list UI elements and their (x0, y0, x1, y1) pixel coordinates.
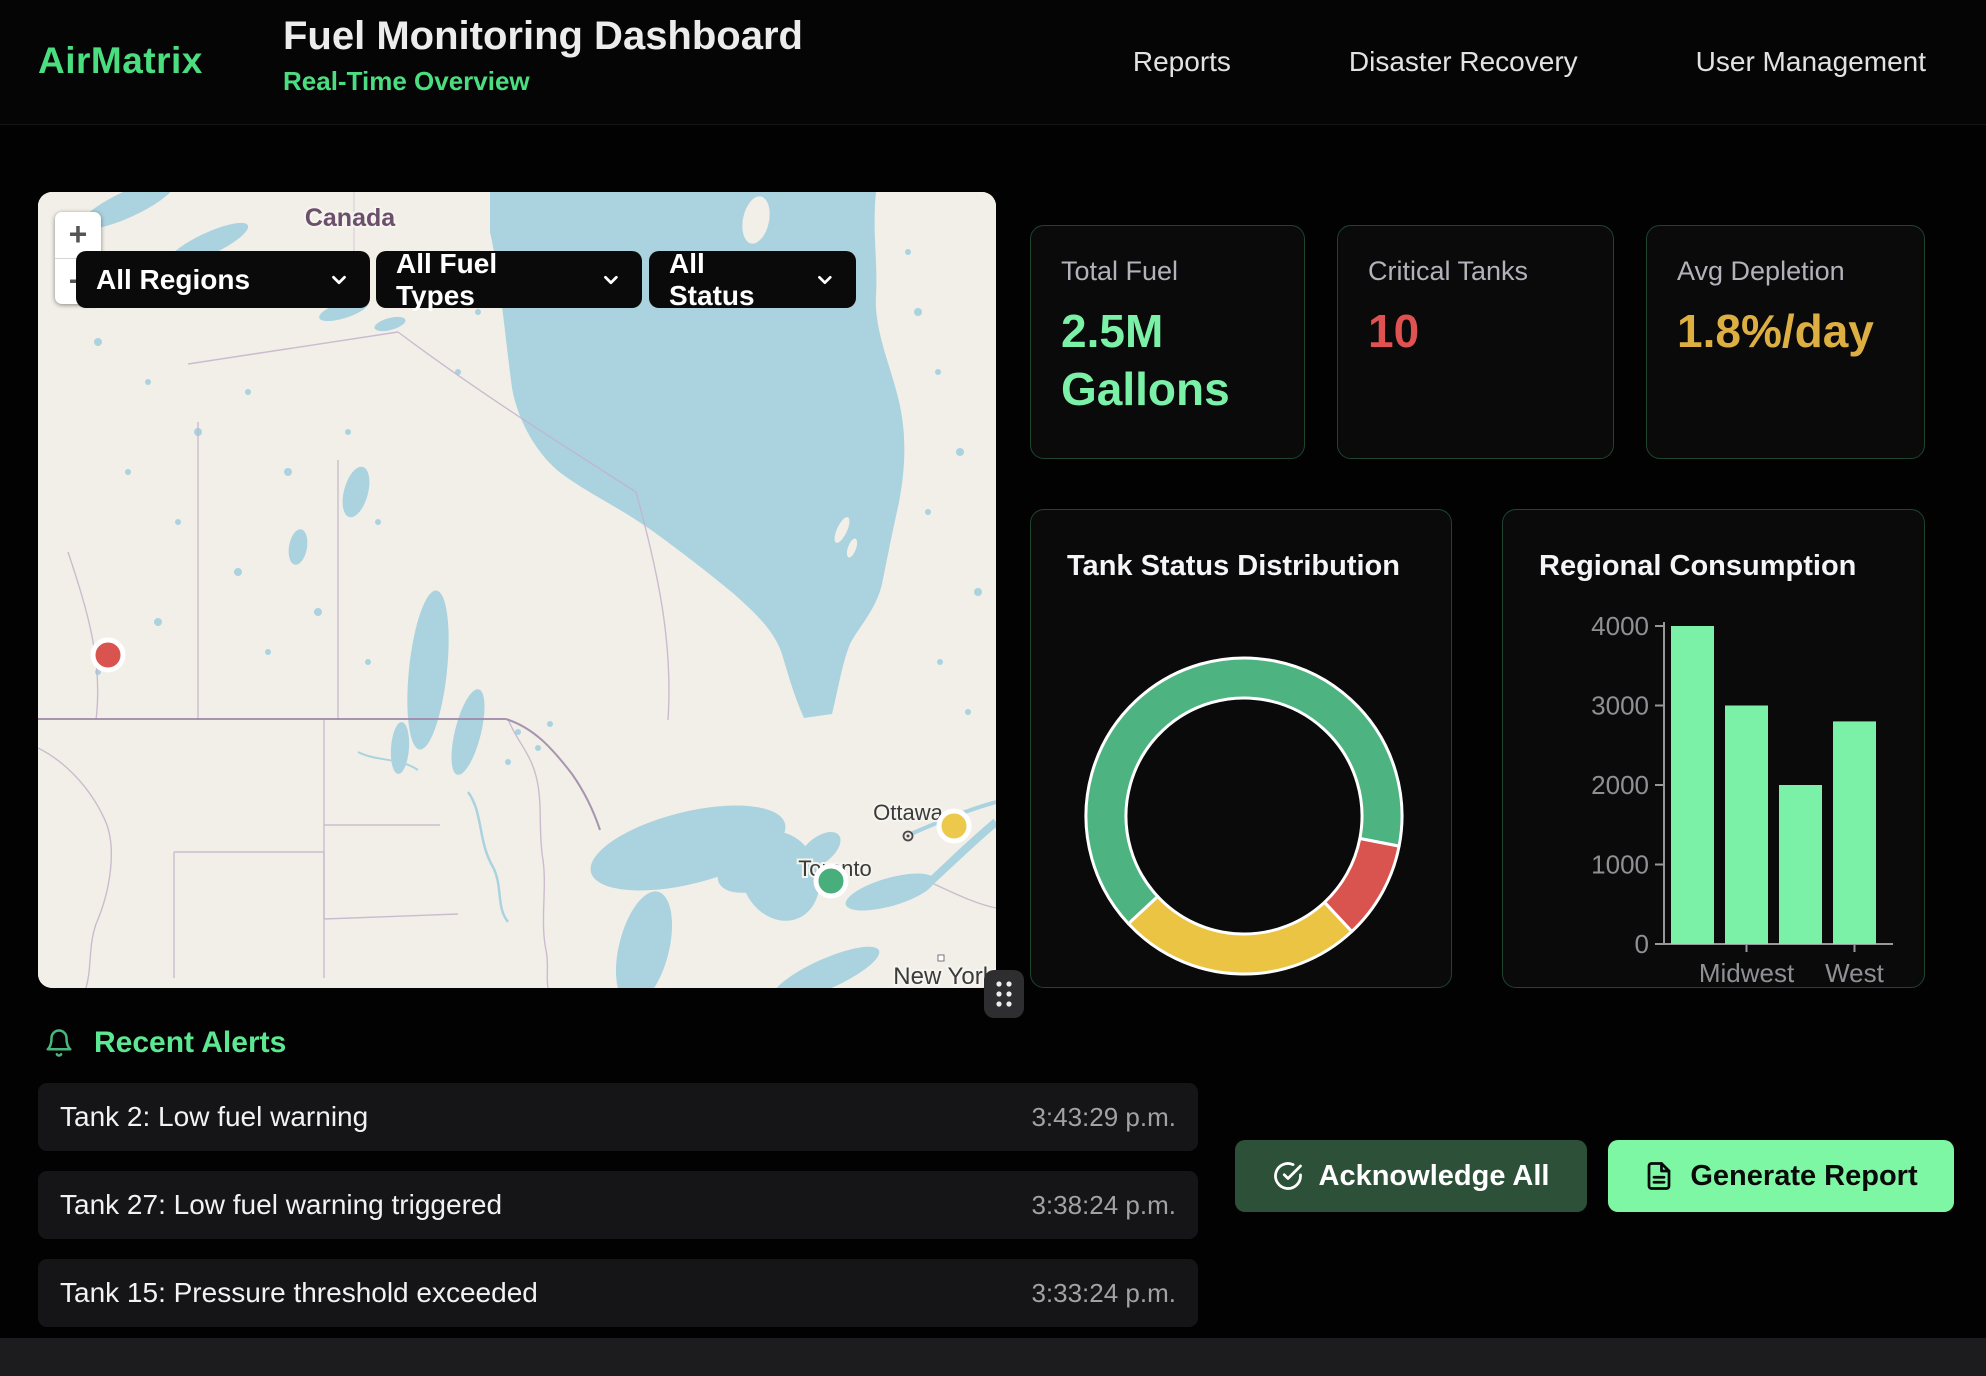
check-circle-icon (1273, 1161, 1303, 1191)
alert-row[interactable]: Tank 2: Low fuel warning 3:43:29 p.m. (38, 1083, 1198, 1151)
fuel-map[interactable]: Canada Ottawa Toronto New York + − All R… (38, 192, 996, 988)
acknowledge-all-button[interactable]: Acknowledge All (1235, 1140, 1587, 1212)
y-axis-tick-label: 3000 (1591, 691, 1649, 721)
file-text-icon (1644, 1161, 1674, 1191)
x-axis-tick-label: West (1825, 958, 1885, 988)
tank-marker-normal[interactable] (816, 866, 846, 896)
tank-status-donut-chart (1031, 510, 1453, 989)
fuel-type-filter-value: All Fuel Types (396, 248, 582, 312)
brand-logo[interactable]: AirMatrix (38, 40, 203, 82)
stat-card-avg-depletion: Avg Depletion 1.8%/day (1646, 225, 1925, 459)
page-title: Fuel Monitoring Dashboard (283, 12, 803, 60)
chevron-down-icon (328, 269, 350, 291)
country-label: Canada (305, 204, 396, 232)
y-axis-tick-label: 1000 (1591, 850, 1649, 880)
stat-value: 1.8%/day (1677, 303, 1894, 361)
grip-dots-icon (991, 977, 1017, 1011)
map-filters: All Regions All Fuel Types All Status (76, 251, 856, 308)
alert-message: Tank 27: Low fuel warning triggered (60, 1189, 502, 1221)
y-axis-tick-label: 2000 (1591, 770, 1649, 800)
tank-marker-warning[interactable] (939, 811, 969, 841)
stat-label: Total Fuel (1061, 256, 1274, 287)
nav-item-disaster-recovery[interactable]: Disaster Recovery (1349, 46, 1578, 78)
stat-card-critical-tanks: Critical Tanks 10 (1337, 225, 1614, 459)
city-label-ottawa: Ottawa (873, 800, 943, 825)
bar-west (1833, 721, 1876, 944)
nav-item-user-management[interactable]: User Management (1696, 46, 1926, 78)
alert-timestamp: 3:38:24 p.m. (1031, 1190, 1176, 1221)
resize-grip-handle[interactable] (984, 970, 1024, 1018)
alert-timestamp: 3:33:24 p.m. (1031, 1278, 1176, 1309)
city-dot-new-york (938, 955, 944, 961)
stat-label: Critical Tanks (1368, 256, 1583, 287)
stat-card-total-fuel: Total Fuel 2.5M Gallons (1030, 225, 1305, 459)
alert-timestamp: 3:43:29 p.m. (1031, 1102, 1176, 1133)
dashboard-root: AirMatrix Fuel Monitoring Dashboard Real… (0, 0, 1986, 1376)
chevron-down-icon (814, 269, 836, 291)
donut-segment-warning (1128, 896, 1351, 974)
city-label-new-york: New York (893, 963, 995, 988)
y-axis-tick-label: 4000 (1591, 611, 1649, 641)
y-axis-tick-label: 0 (1635, 929, 1649, 959)
status-filter-value: All Status (669, 248, 796, 312)
donut-chart-card: Tank Status Distribution (1030, 509, 1452, 988)
generate-report-label: Generate Report (1690, 1160, 1917, 1193)
x-axis-tick-label: Midwest (1699, 958, 1795, 988)
bar-region-1 (1671, 626, 1714, 944)
title-block: Fuel Monitoring Dashboard Real-Time Over… (283, 12, 803, 97)
alert-message: Tank 2: Low fuel warning (60, 1101, 368, 1133)
city-dot-ottawa-core (907, 835, 910, 838)
generate-report-button[interactable]: Generate Report (1608, 1140, 1954, 1212)
nav-item-reports[interactable]: Reports (1133, 46, 1231, 78)
bar-midwest (1725, 706, 1768, 945)
bell-icon (44, 1027, 74, 1059)
bottom-scrollbar-track[interactable] (0, 1338, 1986, 1376)
nav-menu: Reports Disaster Recovery User Managemen… (1133, 0, 1926, 124)
alert-message: Tank 15: Pressure threshold exceeded (60, 1277, 538, 1309)
region-filter-dropdown[interactable]: All Regions (76, 251, 370, 308)
status-filter-dropdown[interactable]: All Status (649, 251, 856, 308)
alert-row[interactable]: Tank 27: Low fuel warning triggered 3:38:… (38, 1171, 1198, 1239)
fuel-type-filter-dropdown[interactable]: All Fuel Types (376, 251, 642, 308)
bar-chart-card: Regional Consumption 01000200030004000Mi… (1502, 509, 1925, 988)
alerts-header: Recent Alerts (44, 1026, 286, 1060)
acknowledge-all-label: Acknowledge All (1319, 1160, 1550, 1193)
stat-label: Avg Depletion (1677, 256, 1894, 287)
region-filter-value: All Regions (96, 264, 250, 296)
bar-region-3 (1779, 785, 1822, 944)
top-navbar: AirMatrix Fuel Monitoring Dashboard Real… (0, 0, 1986, 125)
stat-value: 10 (1368, 303, 1583, 361)
page-subtitle: Real-Time Overview (283, 66, 803, 97)
regional-consumption-bar-chart: 0 1000 2000 3000 4000 Midwest West (1503, 510, 1926, 989)
tank-marker-critical[interactable] (93, 640, 123, 670)
alerts-title: Recent Alerts (94, 1026, 286, 1060)
alert-row[interactable]: Tank 15: Pressure threshold exceeded 3:33… (38, 1259, 1198, 1327)
chevron-down-icon (600, 269, 622, 291)
stat-value: 2.5M Gallons (1061, 303, 1274, 418)
